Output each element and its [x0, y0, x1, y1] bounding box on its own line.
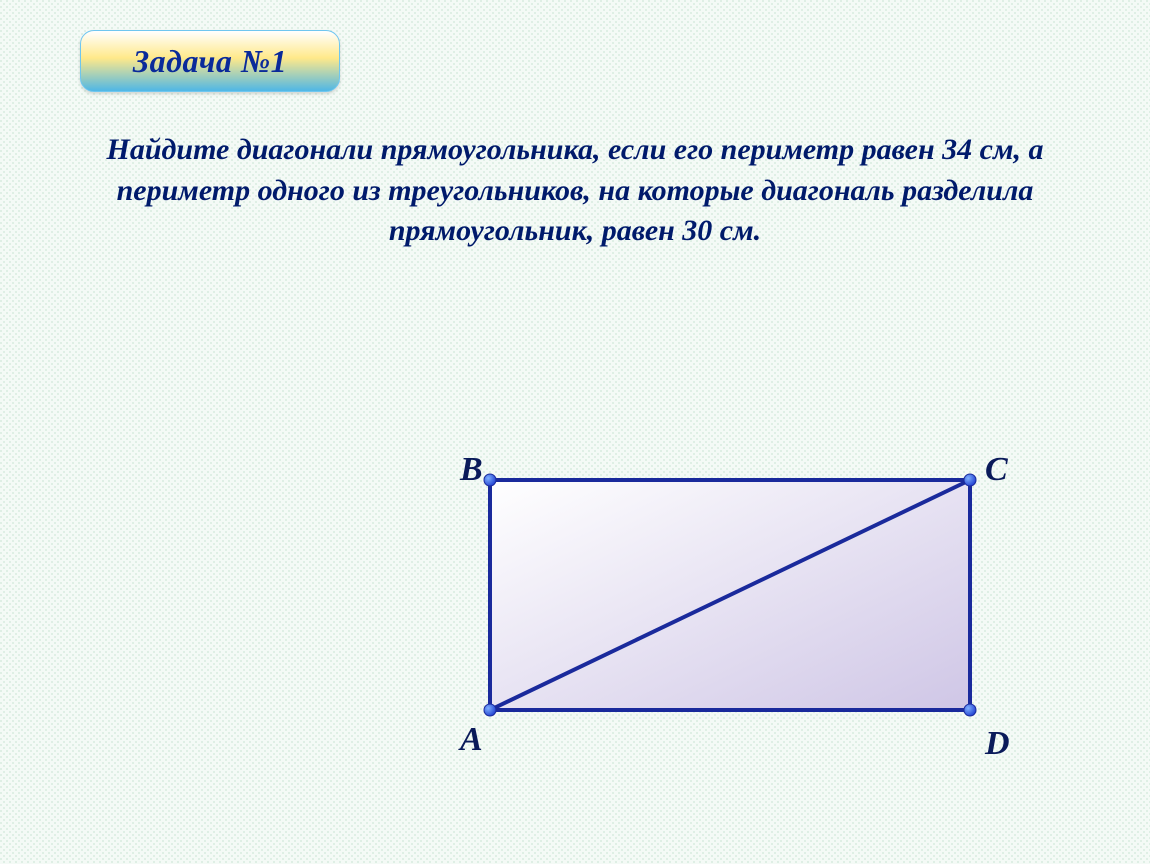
label-A: A: [460, 721, 483, 759]
problem-text: Найдите диагонали прямоугольника, если е…: [80, 130, 1070, 252]
title-badge: Задача №1: [80, 30, 340, 92]
title-text: Задача №1: [133, 43, 287, 80]
vertex-C: [964, 474, 976, 486]
slide: Задача №1 Найдите диагонали прямоугольни…: [0, 0, 1150, 864]
label-C: C: [985, 451, 1008, 489]
vertex-B: [484, 474, 496, 486]
problem-body: Найдите диагонали прямоугольника, если е…: [106, 133, 1043, 247]
vertex-D: [964, 704, 976, 716]
vertex-A: [484, 704, 496, 716]
label-B: B: [460, 451, 483, 489]
diagram: B C A D: [430, 440, 1050, 800]
label-D: D: [985, 725, 1010, 763]
diagram-svg: [430, 440, 1050, 800]
